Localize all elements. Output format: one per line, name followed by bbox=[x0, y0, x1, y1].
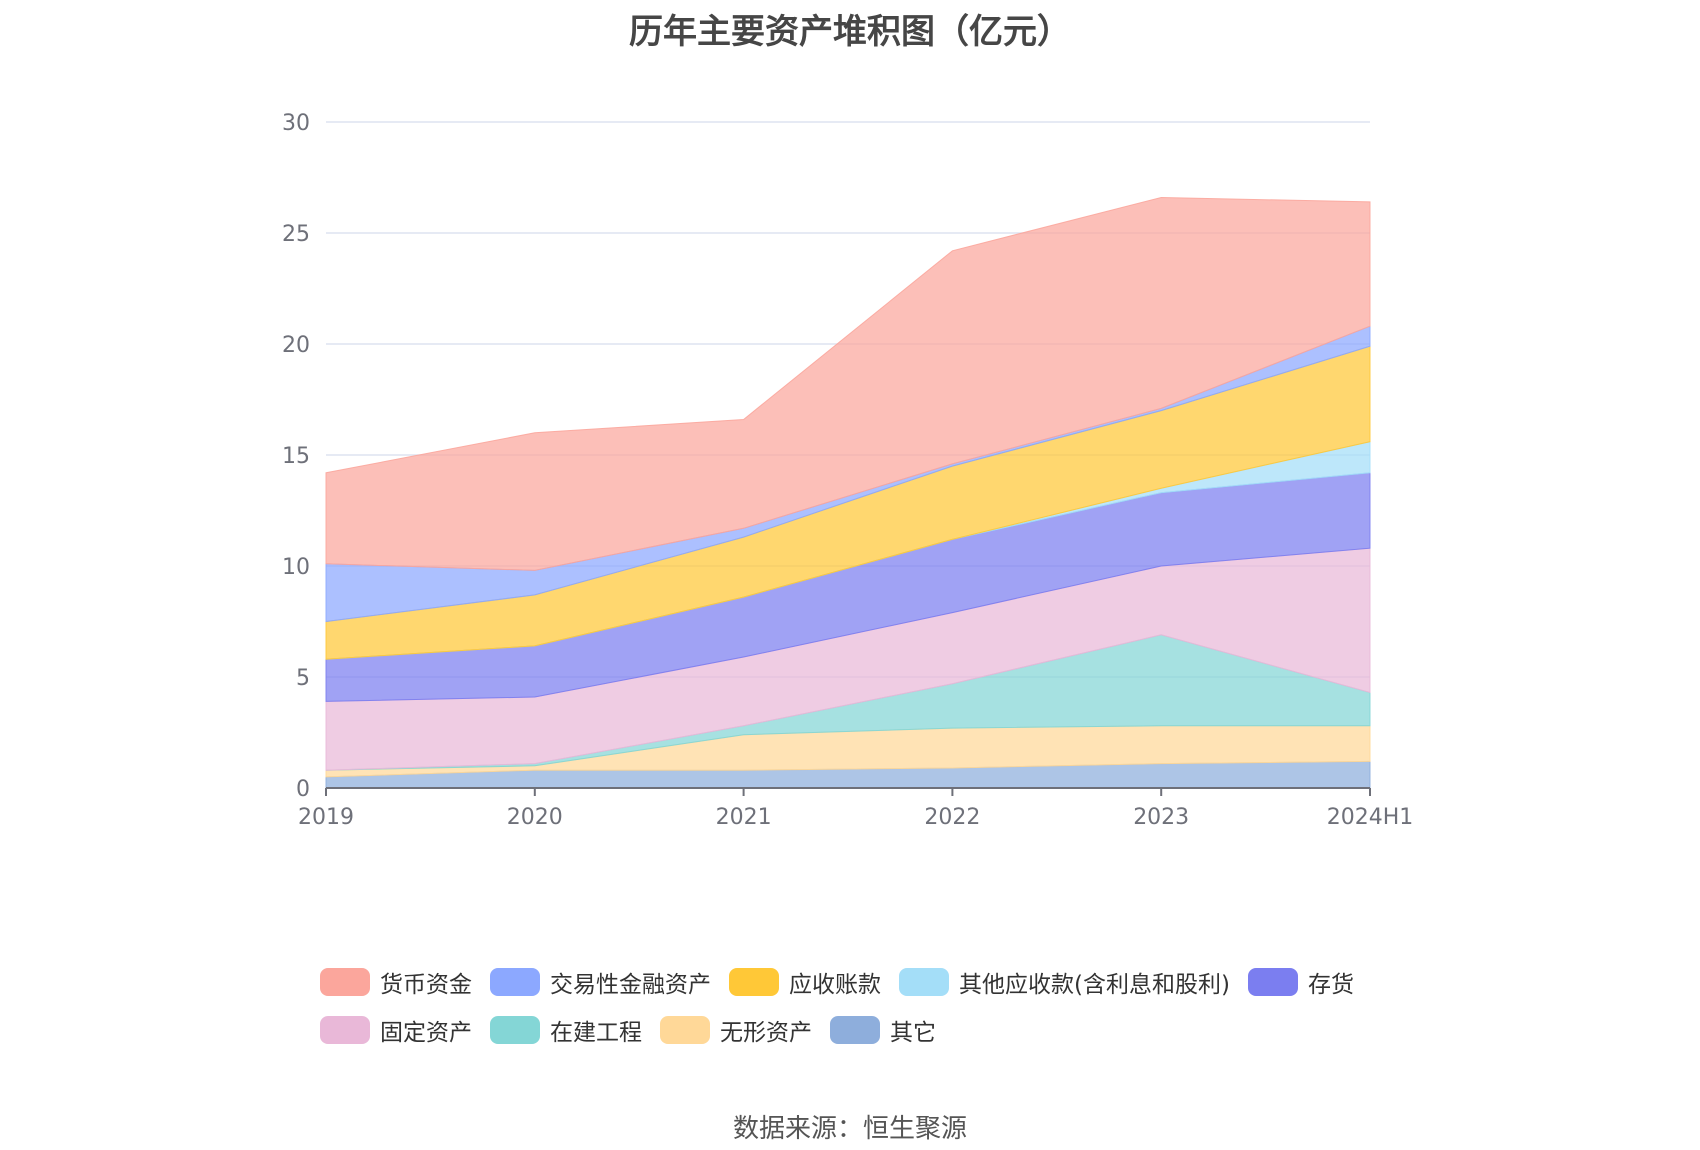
y-tick-label-4: 20 bbox=[282, 333, 310, 358]
x-tick-label-3: 2022 bbox=[924, 805, 980, 830]
legend-item-6[interactable]: 在建工程 bbox=[490, 1006, 642, 1054]
legend-item-1[interactable]: 交易性金融资产 bbox=[490, 958, 711, 1006]
y-tick-label-3: 15 bbox=[282, 444, 310, 469]
chart-title: 历年主要资产堆积图（亿元） bbox=[629, 12, 1071, 52]
y-tick-label-1: 5 bbox=[296, 666, 310, 691]
area-series-8 bbox=[325, 196, 1371, 571]
legend-label: 在建工程 bbox=[550, 1020, 642, 1046]
legend-item-7[interactable]: 无形资产 bbox=[660, 1006, 812, 1054]
x-tick-label-2: 2021 bbox=[716, 805, 772, 830]
x-tick-label-5: 2024H1 bbox=[1327, 805, 1414, 830]
legend-swatch bbox=[1247, 968, 1298, 996]
legend-item-3[interactable]: 其他应收款(含利息和股利) bbox=[899, 958, 1230, 1006]
legend-swatch bbox=[490, 1016, 540, 1044]
legend-label: 货币资金 bbox=[380, 972, 472, 998]
legend-swatch bbox=[320, 968, 370, 996]
x-tick-label-1: 2020 bbox=[507, 805, 563, 830]
legend-swatch bbox=[660, 1016, 710, 1044]
y-tick-label-6: 30 bbox=[282, 111, 310, 136]
x-tick-label-0: 2019 bbox=[298, 805, 354, 830]
legend-label: 其他应收款(含利息和股利) bbox=[959, 972, 1230, 998]
legend-swatch bbox=[490, 968, 540, 996]
legend-item-2[interactable]: 应收账款 bbox=[729, 958, 881, 1006]
legend: 货币资金 交易性金融资产 应收账款 其他应收款(含利息和股利) 存货固定资产 在建工程 无形… bbox=[320, 958, 1440, 1054]
y-tick-label-5: 25 bbox=[282, 222, 310, 247]
y-tick-label-0: 0 bbox=[296, 777, 310, 802]
legend-swatch bbox=[320, 1016, 370, 1044]
legend-item-8[interactable]: 其它 bbox=[830, 1006, 936, 1054]
axes: 0 5 10 15 20 25 30 2019 2020 2021 2022 2023 2024H1 bbox=[282, 111, 1413, 830]
legend-swatch bbox=[729, 968, 779, 996]
legend-item-4[interactable]: 存货 bbox=[1247, 958, 1354, 1006]
legend-label: 固定资产 bbox=[380, 1020, 472, 1046]
legend-label: 应收账款 bbox=[789, 972, 881, 998]
legend-label: 存货 bbox=[1307, 972, 1354, 998]
legend-swatch bbox=[899, 968, 949, 996]
legend-label: 其它 bbox=[890, 1020, 936, 1046]
area-series bbox=[325, 196, 1371, 789]
source-note: 数据来源：恒生聚源 bbox=[732, 1114, 967, 1144]
legend-item-5[interactable]: 固定资产 bbox=[320, 1006, 472, 1054]
legend-swatch bbox=[830, 1016, 880, 1044]
y-tick-label-2: 10 bbox=[282, 555, 310, 580]
legend-item-0[interactable]: 货币资金 bbox=[320, 958, 472, 1006]
legend-label: 无形资产 bbox=[720, 1020, 812, 1046]
legend-label: 交易性金融资产 bbox=[550, 972, 711, 998]
x-tick-label-4: 2023 bbox=[1133, 805, 1189, 830]
legend-items: 货币资金 交易性金融资产 应收账款 其他应收款(含利息和股利) 存货固定资产 在建工程 无形… bbox=[320, 958, 1440, 1054]
